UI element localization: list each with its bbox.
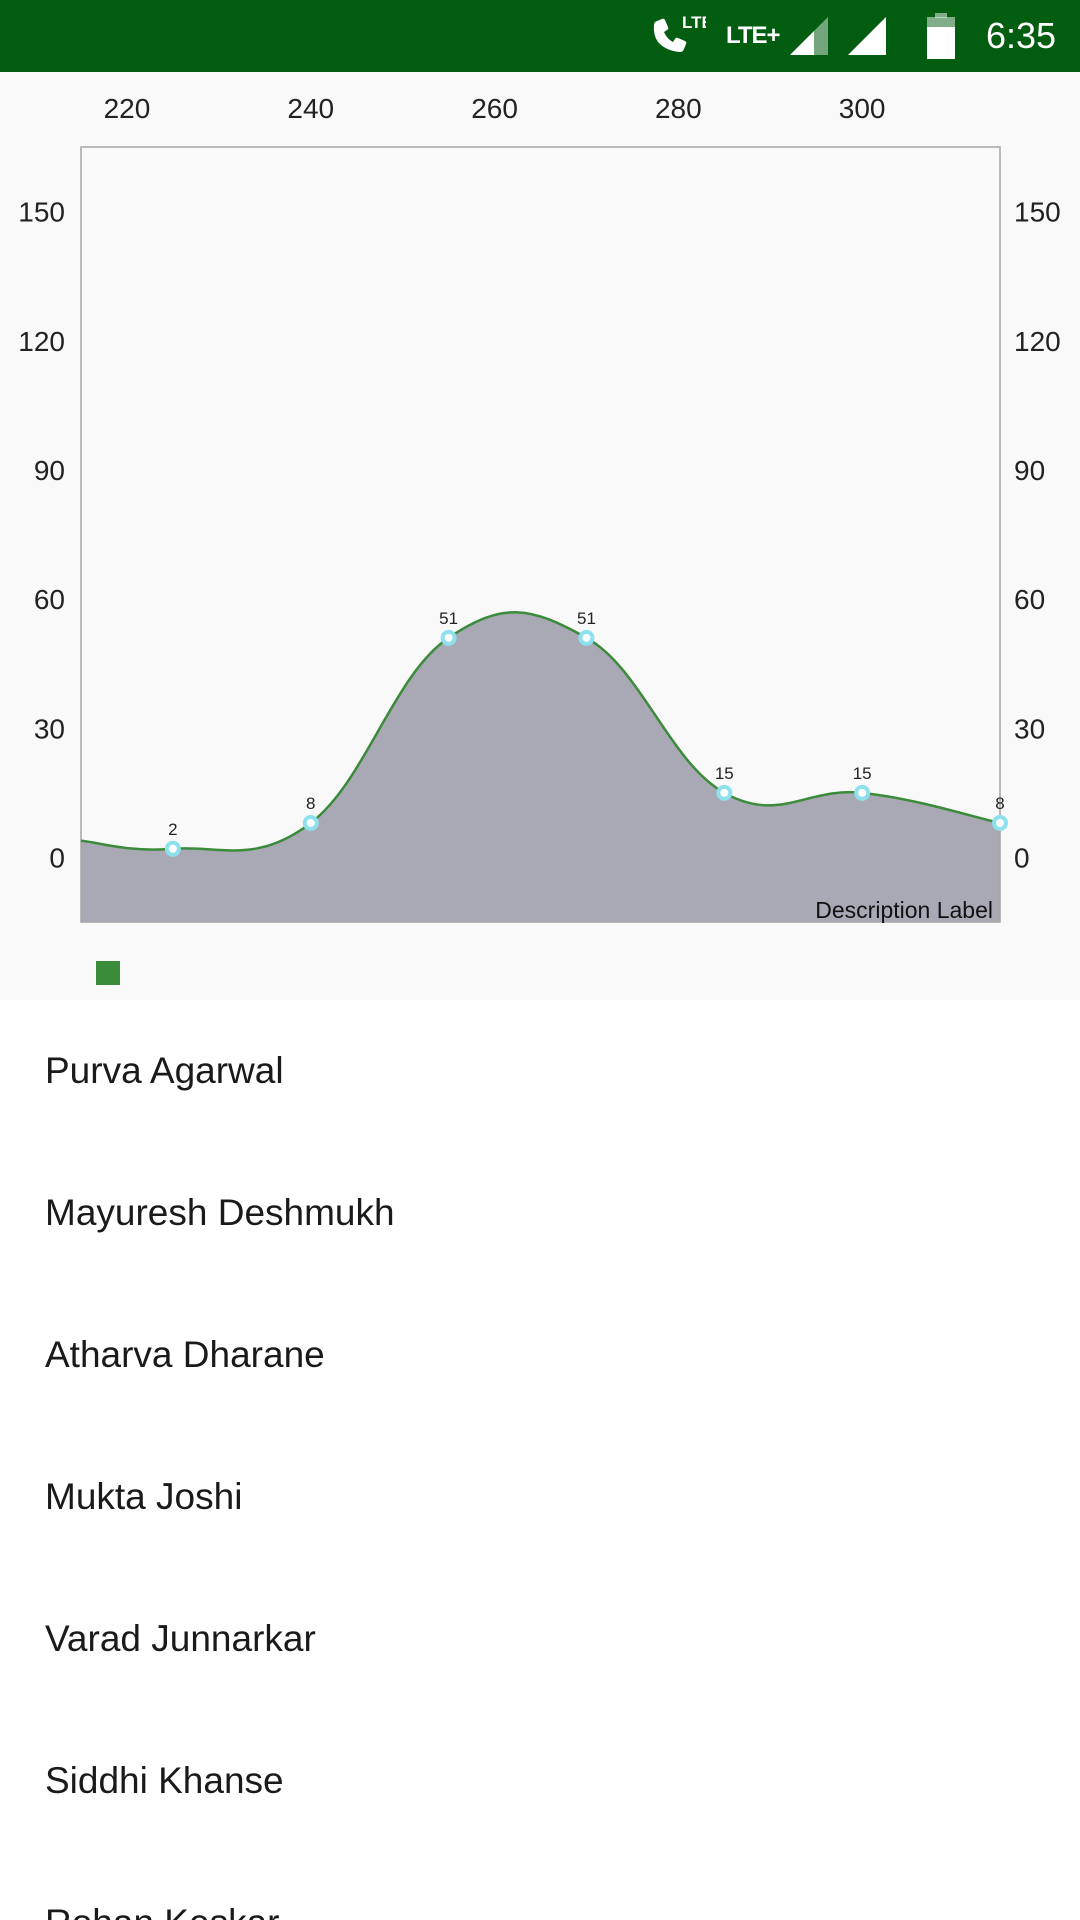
- list-item-label: Atharva Dharane: [45, 1334, 325, 1375]
- list-item-label: Siddhi Khanse: [45, 1760, 284, 1801]
- list-item-label: Purva Agarwal: [45, 1050, 284, 1091]
- list-item-label: Varad Junnarkar: [45, 1618, 316, 1659]
- y-tick-label-right: 90: [1014, 455, 1045, 486]
- data-point[interactable]: [164, 840, 181, 857]
- data-value-label: 51: [439, 609, 458, 628]
- data-value-label: 2: [168, 820, 177, 839]
- plot-frame: [80, 146, 1001, 923]
- y-tick-label-right: 30: [1014, 713, 1045, 744]
- y-tick-label-right: 150: [1014, 197, 1061, 228]
- clock: 6:35: [986, 0, 1056, 72]
- clock-time: 6:35: [986, 15, 1057, 56]
- y-tick-label-left: 0: [49, 842, 65, 873]
- data-value-label: 51: [577, 609, 596, 628]
- y-tick-label-right: 0: [1014, 842, 1030, 873]
- network-type-label: LTE+: [726, 22, 781, 49]
- data-point[interactable]: [440, 629, 457, 646]
- data-point[interactable]: [992, 814, 1008, 831]
- data-value-label: 15: [715, 764, 734, 783]
- data-value-label: 8: [306, 794, 315, 813]
- y-tick-label-left: 90: [34, 455, 65, 486]
- data-value-label: 8: [995, 794, 1004, 813]
- battery-icon: [927, 0, 955, 72]
- signal-icon: [790, 0, 828, 72]
- list-item[interactable]: Rohan Keskar: [0, 1852, 1080, 1920]
- data-point[interactable]: [578, 629, 595, 646]
- y-tick-label-right: 60: [1014, 584, 1045, 615]
- y-tick-label-right: 120: [1014, 326, 1061, 357]
- list-item[interactable]: Atharva Dharane: [0, 1284, 1080, 1426]
- list-item-label: Mukta Joshi: [45, 1476, 243, 1517]
- list-item[interactable]: Siddhi Khanse: [0, 1710, 1080, 1852]
- data-point[interactable]: [716, 784, 733, 801]
- x-tick-label: 260: [471, 93, 518, 124]
- y-tick-label-left: 120: [18, 326, 65, 357]
- series-line: [80, 611, 1001, 852]
- name-list[interactable]: Purva Agarwal Mayuresh Deshmukh Atharva Dh…: [0, 1000, 1080, 1920]
- x-tick-label: 220: [104, 93, 151, 124]
- call-lte-label: LTE: [682, 13, 706, 32]
- y-tick-label-left: 60: [34, 584, 65, 615]
- data-point[interactable]: [302, 814, 319, 831]
- y-tick-label-left: 30: [34, 713, 65, 744]
- status-bar: LTE LTE+ 6:35: [0, 0, 1080, 72]
- x-tick-label: 240: [287, 93, 334, 124]
- signal-icon: [848, 0, 886, 72]
- list-item[interactable]: Purva Agarwal: [0, 1000, 1080, 1142]
- list-item[interactable]: Varad Junnarkar: [0, 1568, 1080, 1710]
- list-item-label: Mayuresh Deshmukh: [45, 1192, 395, 1233]
- list-item[interactable]: Mukta Joshi: [0, 1426, 1080, 1568]
- list-item[interactable]: Mayuresh Deshmukh: [0, 1142, 1080, 1284]
- area-fill: [81, 612, 1000, 922]
- x-tick-label: 280: [655, 93, 702, 124]
- chart-area: 2 8 51 51 15 15 8 220 240 260 280 300 0 30 60 90 120 15…: [0, 72, 1080, 1000]
- list-item-label: Rohan Keskar: [45, 1902, 279, 1920]
- network-type: LTE+: [726, 0, 781, 72]
- data-value-label: 15: [853, 764, 872, 783]
- legend-swatch: [96, 961, 120, 985]
- description-label: Description Label: [815, 897, 993, 923]
- x-tick-label: 300: [839, 93, 886, 124]
- y-tick-label-left: 150: [18, 197, 65, 228]
- phone-lte-icon: LTE: [646, 0, 706, 72]
- data-point[interactable]: [854, 784, 871, 801]
